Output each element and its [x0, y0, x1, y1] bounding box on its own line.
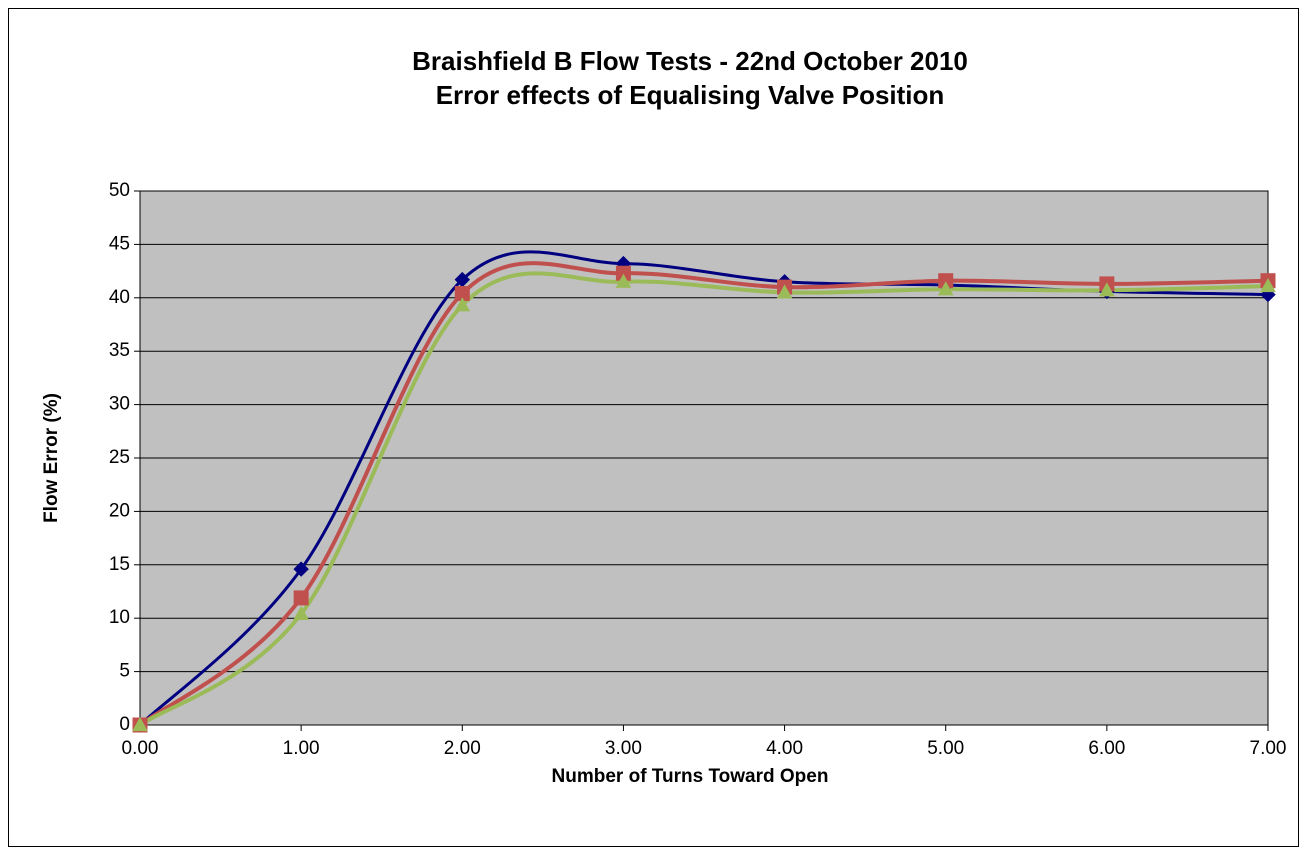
marker: [293, 605, 309, 621]
x-tick-label: 5.00: [927, 738, 964, 759]
x-tick-label: 1.00: [283, 738, 320, 759]
marker: [615, 273, 632, 288]
x-axis-label: Number of Turns Toward Open: [552, 766, 829, 787]
plot-border: [139, 190, 1269, 726]
y-tick-label: 40: [109, 287, 130, 308]
marker: [293, 561, 309, 577]
marker: [293, 590, 309, 606]
y-tick-label: 15: [109, 554, 130, 575]
y-tick-label: 25: [109, 447, 130, 468]
y-tick-label: 50: [109, 180, 130, 201]
x-tick-label: 6.00: [1088, 738, 1125, 759]
x-tick-label: 7.00: [1250, 738, 1287, 759]
marker: [937, 281, 954, 296]
series-line: [138, 261, 1269, 727]
x-tick-label: 3.00: [605, 738, 642, 759]
y-tick-label: 5: [119, 661, 130, 682]
y-tick-label: 45: [109, 233, 130, 254]
x-tick-label: 2.00: [444, 738, 481, 759]
x-tick-label: 0.00: [122, 738, 159, 759]
marker: [776, 284, 793, 299]
marker: [132, 716, 148, 732]
y-axis-label: Flow Error (%): [41, 393, 62, 523]
y-tick-label: 30: [109, 394, 130, 415]
series-line: [138, 271, 1269, 727]
chart-subtitle: Error effects of Equalising Valve Positi…: [436, 80, 945, 110]
marker: [454, 297, 471, 312]
marker: [1099, 282, 1115, 297]
marker: [1260, 278, 1276, 293]
y-tick-label: 10: [109, 607, 130, 628]
y-tick-label: 20: [109, 500, 130, 521]
y-tick-label: 35: [109, 340, 130, 361]
x-tick-label: 4.00: [766, 738, 803, 759]
chart-title: Braishfield B Flow Tests - 22nd October …: [412, 46, 968, 76]
y-tick-label: 0: [119, 714, 130, 735]
